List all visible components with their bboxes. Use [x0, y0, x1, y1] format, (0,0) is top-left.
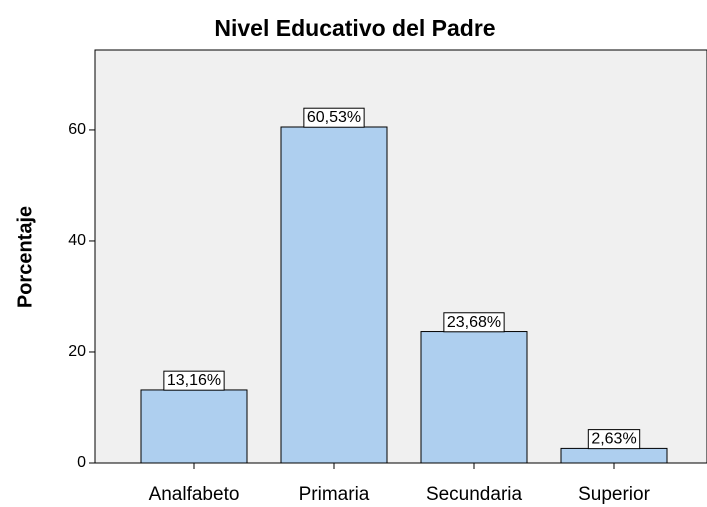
- y-axis-label: Porcentaje: [14, 206, 36, 308]
- bar: [420, 331, 528, 464]
- value-label: 23,68%: [447, 314, 501, 331]
- bar: [140, 389, 248, 464]
- value-label-box: [587, 429, 641, 450]
- bar: [280, 126, 388, 464]
- y-tick-label: 20: [68, 343, 86, 360]
- y-tick-label: 60: [68, 121, 86, 138]
- value-label: 60,53%: [307, 109, 361, 126]
- x-tick-label: Secundaria: [426, 484, 523, 505]
- bar: [560, 447, 668, 464]
- y-tick-label: 40: [68, 232, 86, 249]
- value-label-box: [163, 370, 225, 391]
- value-label: 13,16%: [167, 372, 221, 389]
- value-label-box: [303, 107, 365, 128]
- x-tick-label: Primaria: [299, 484, 370, 505]
- x-tick-label: Superior: [578, 484, 650, 505]
- value-label: 2,63%: [591, 431, 636, 448]
- chart-title: Nivel Educativo del Padre: [214, 15, 495, 41]
- x-tick-label: Analfabeto: [149, 484, 240, 505]
- y-tick-label: 0: [77, 454, 86, 471]
- value-label-box: [443, 312, 505, 333]
